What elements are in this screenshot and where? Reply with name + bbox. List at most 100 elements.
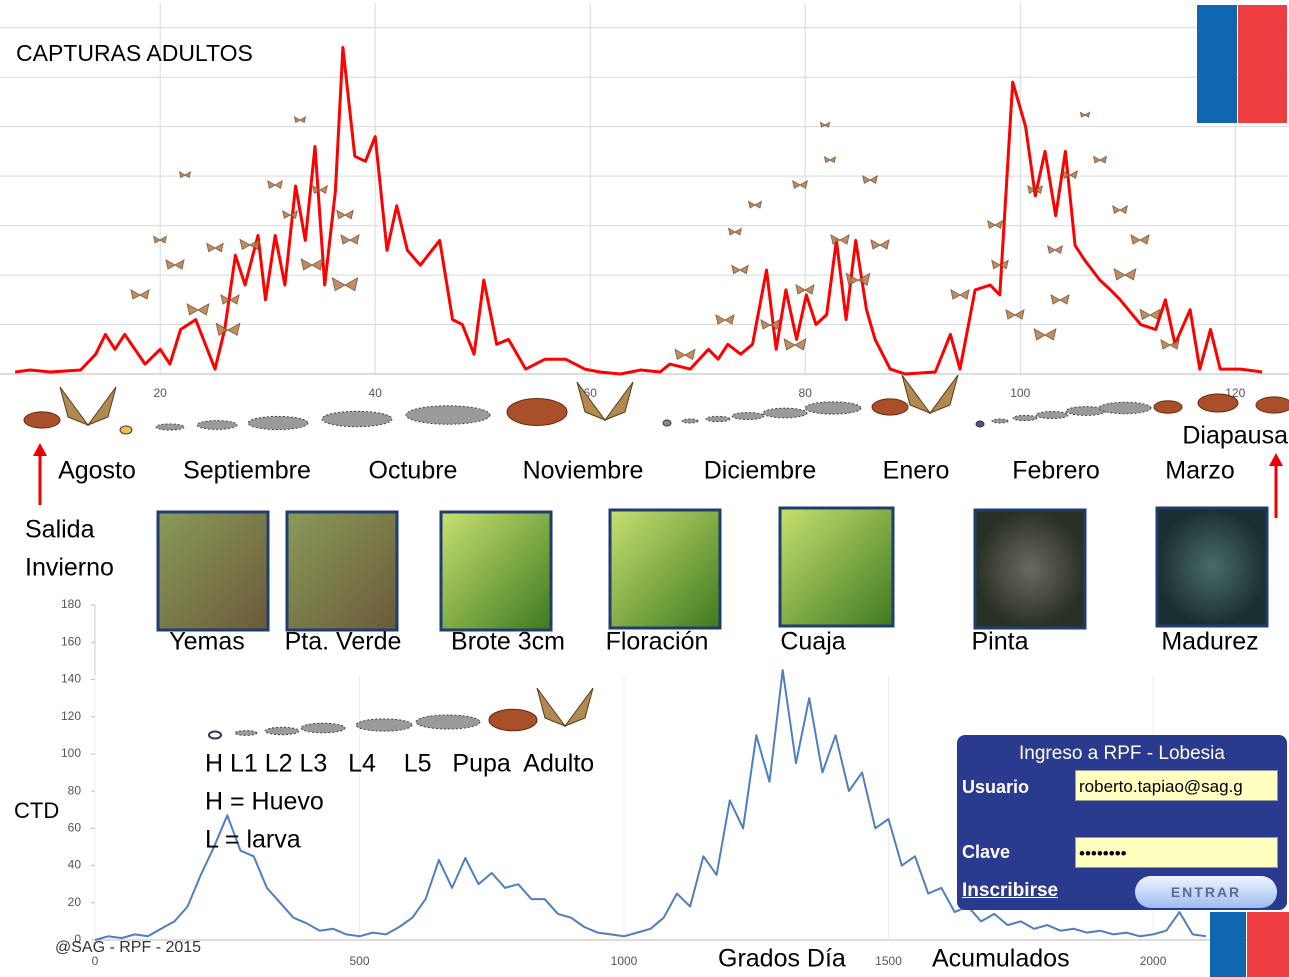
submit-button[interactable]: ENTRAR — [1135, 876, 1277, 908]
moth-icon — [1114, 269, 1136, 280]
egg-icon — [976, 421, 984, 427]
moth-icon — [784, 339, 806, 350]
y-tick-label: 40 — [68, 858, 82, 872]
photo — [441, 512, 551, 630]
larva-icon — [235, 731, 257, 736]
y-tick-label: 140 — [61, 672, 81, 686]
photo — [287, 512, 397, 630]
credit: @SAG - RPF - 2015 — [55, 939, 201, 956]
legend-label: H = Huevo — [205, 788, 324, 816]
y-tick-label: 20 — [68, 895, 82, 909]
moth-icon — [295, 117, 306, 122]
pupa-icon — [24, 412, 60, 428]
adult-icon — [60, 387, 116, 425]
register-link[interactable]: Inscribirse — [962, 880, 1058, 902]
phenology-label: Yemas — [169, 628, 245, 656]
pupa-icon — [872, 399, 908, 415]
moth-icon — [863, 176, 877, 183]
login-panel: Ingreso a RPF - Lobesia Usuario roberto.… — [957, 735, 1287, 910]
month-label: Febrero — [1012, 457, 1100, 485]
legend-label: L = larva — [205, 826, 301, 854]
moth-icon — [166, 260, 184, 269]
y-tick-label: 180 — [61, 597, 81, 611]
larva-icon — [706, 416, 730, 421]
x-tick-label: 40 — [369, 386, 383, 400]
moth-icon — [988, 221, 1002, 228]
user-label: Usuario — [962, 777, 1029, 798]
moth-icon — [1113, 206, 1127, 213]
moth-icon — [240, 240, 260, 250]
phenology-label: Cuaja — [780, 628, 845, 656]
month-label: Octubre — [369, 457, 458, 485]
start-label: Invierno — [25, 554, 114, 582]
user-input[interactable]: roberto.tapiao@sag.g — [1075, 770, 1278, 801]
moth-icon — [1063, 171, 1077, 178]
phenology-label: Floración — [606, 628, 709, 656]
larva-icon — [416, 715, 480, 729]
photo — [1157, 508, 1267, 626]
egg-icon — [663, 420, 671, 426]
moth-icon — [301, 259, 323, 270]
moth-icon — [1034, 329, 1056, 340]
phenology-label: Madurez — [1161, 628, 1258, 656]
x-tick-label: 20 — [154, 386, 168, 400]
larva-icon — [682, 419, 698, 423]
moth-icon — [1161, 340, 1179, 349]
larva-icon — [1099, 402, 1151, 413]
larva-icon — [805, 402, 861, 414]
moth-icon — [216, 324, 239, 336]
month-label: Diciembre — [704, 457, 817, 485]
moth-icon — [951, 290, 969, 299]
moth-icon — [1081, 113, 1090, 118]
moth-icon — [332, 278, 357, 291]
larva-icon — [156, 424, 184, 430]
moth-icon — [716, 315, 734, 324]
x-tick-label: 500 — [349, 954, 369, 968]
month-label: Marzo — [1165, 457, 1234, 485]
x-axis-label: Grados Día — [718, 945, 846, 973]
larva-icon — [356, 719, 412, 731]
larva-icon — [732, 412, 764, 419]
logo — [1197, 5, 1287, 123]
moth-icon — [732, 266, 748, 274]
x-tick-label: 1500 — [875, 954, 902, 968]
photo — [780, 508, 893, 626]
photo — [158, 512, 268, 630]
egg-icon — [209, 732, 221, 739]
moth-icon — [268, 181, 282, 188]
larva-icon — [301, 723, 345, 733]
moth-icon — [1140, 310, 1160, 320]
moth-icon — [187, 304, 209, 315]
larva-icon — [1013, 415, 1037, 420]
end-label: Diapausa — [1182, 422, 1288, 450]
month-label: Noviembre — [523, 457, 644, 485]
month-label: Agosto — [58, 457, 136, 485]
legend-label: H L1 L2 L3 L4 L5 Pupa Adulto — [205, 750, 594, 778]
larva-icon — [992, 419, 1008, 423]
moth-icon — [1094, 157, 1107, 163]
larva-icon — [406, 406, 490, 424]
moth-icon — [1048, 246, 1062, 253]
y-tick-label: 100 — [61, 746, 81, 760]
page: 2040608010012002040608010012014016018005… — [0, 0, 1289, 977]
y-axis-label: CTD — [14, 798, 59, 823]
larva-icon — [1036, 411, 1068, 418]
moth-icon — [675, 350, 695, 360]
moth-icon — [825, 157, 836, 162]
moth-icon — [131, 290, 149, 299]
arrow-head — [33, 443, 47, 456]
password-input[interactable]: •••••••• — [1075, 837, 1278, 868]
month-label: Septiembre — [183, 457, 311, 485]
x-tick-label: 100 — [1010, 386, 1030, 400]
moth-icon — [337, 211, 353, 219]
larva-icon — [197, 421, 237, 430]
photo — [610, 510, 720, 628]
y-tick-label: 160 — [61, 634, 81, 648]
password-label: Clave — [962, 842, 1010, 863]
moth-icon — [831, 235, 849, 244]
pupa-icon — [1154, 401, 1182, 414]
photo — [975, 510, 1085, 628]
moth-icon — [1051, 295, 1069, 304]
pupa-icon — [1256, 397, 1289, 413]
larva-icon — [265, 727, 299, 734]
